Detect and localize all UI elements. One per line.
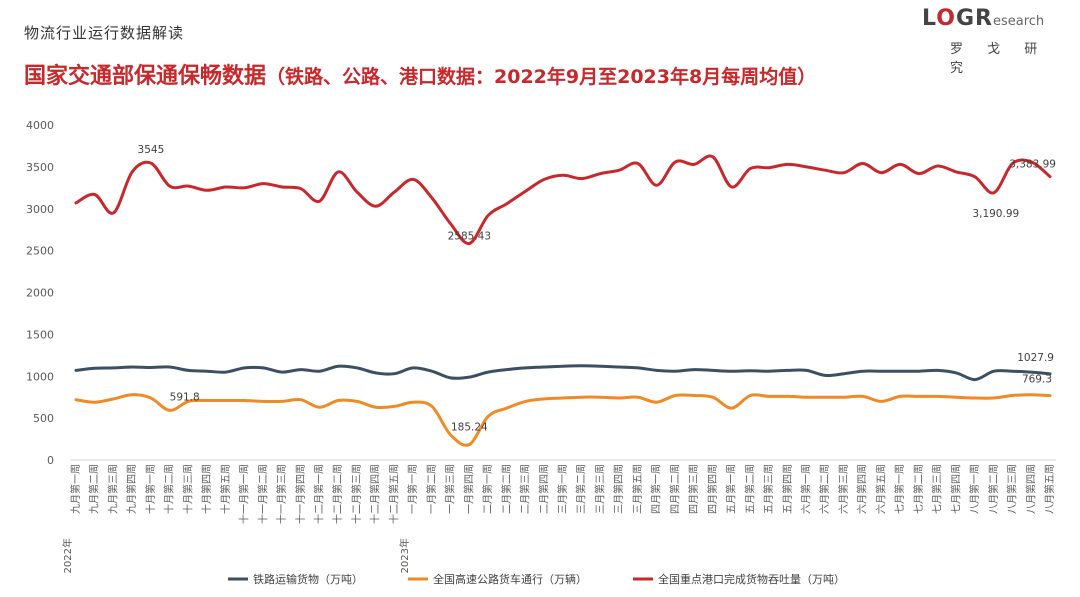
x-tick-label: 七月第一周 xyxy=(893,464,906,514)
x-tick-label: 三月第四周 xyxy=(612,464,625,514)
x-tick-label: 一月第一周 xyxy=(406,464,419,514)
y-tick-label: 1500 xyxy=(26,328,54,341)
legend-item-0: 铁路运输货物（万吨） xyxy=(228,572,363,586)
logo-letter-g: G xyxy=(955,6,975,31)
page-title: 国家交通部保通保畅数据（铁路、公路、港口数据：2022年9月至2023年8月每周… xyxy=(24,58,816,90)
data-label: 591.8 xyxy=(170,391,200,403)
logo-suffix: esearch xyxy=(992,14,1045,29)
x-tick-label: 二月第一周 xyxy=(481,464,494,514)
logo: LOGResearch 罗 戈 研 究 xyxy=(922,6,1050,76)
series-line-2 xyxy=(74,154,1052,246)
x-tick-label: 八月第四周 xyxy=(1024,464,1037,514)
y-tick-label: 500 xyxy=(33,412,54,425)
x-tick-label: 十一月第四周 xyxy=(294,464,307,524)
x-tick-label: 十月第二周 xyxy=(163,464,176,514)
x-tick-label: 六月第二周 xyxy=(818,464,831,514)
y-tick-label: 4000 xyxy=(26,119,54,132)
x-tick-label: 十一月第一周 xyxy=(238,464,251,524)
x-tick-label: 十二月第五周 xyxy=(387,464,400,524)
x-axis: 九月第一周 九月第二周 九月第三周 九月第四周 十月第一周 十月第二周 十月第三周 十月第四周… xyxy=(61,459,1056,573)
y-tick-label: 2000 xyxy=(26,287,54,300)
title-subtitle: （铁路、公路、港口数据：2022年9月至2023年8月每周均值） xyxy=(266,66,817,88)
data-label: 769.3 xyxy=(1022,374,1052,386)
x-tick-label: 九月第三周 xyxy=(106,464,119,514)
series-line-1 xyxy=(74,393,1052,447)
x-tick-label: 十月第一周 xyxy=(144,464,157,514)
data-label: 185.24 xyxy=(451,421,488,433)
data-label: 3,383.99 xyxy=(1009,159,1056,171)
x-tick-label: 四月第四周 xyxy=(706,464,719,514)
x-tick-label: 十月第三周 xyxy=(181,464,194,514)
legend-label: 全国重点港口完成货物吞吐量（万吨） xyxy=(658,572,845,586)
x-tick-label: 三月第三周 xyxy=(593,464,606,514)
x-tick-label: 七月第二周 xyxy=(912,464,925,514)
x-tick-label: 四月第三周 xyxy=(687,464,700,514)
y-tick-label: 0 xyxy=(47,454,54,467)
logo-letter-l: L xyxy=(922,6,937,31)
x-tick-label: 八月第三周 xyxy=(1006,464,1019,514)
series-line-0 xyxy=(74,364,1052,382)
x-tick-label: 九月第二周 xyxy=(88,464,101,514)
logo-target-icon: O xyxy=(936,6,956,31)
x-tick-label: 三月第五周 xyxy=(631,464,644,514)
x-tick-label: 三月第二周 xyxy=(575,464,588,514)
x-tick-label: 十一月第三周 xyxy=(275,464,288,524)
legend-item-2: 全国重点港口完成货物吞吐量（万吨） xyxy=(633,572,845,586)
x-tick-label: 六月第五周 xyxy=(874,464,887,514)
data-label: 2585.43 xyxy=(448,230,491,242)
x-tick-label: 十二月第三周 xyxy=(350,464,363,524)
x-tick-label: 八月第五周 xyxy=(1043,464,1056,514)
x-tick-label: 一月第四周 xyxy=(462,464,475,514)
x-tick-label: 二月第三周 xyxy=(519,464,532,514)
y-tick-label: 3500 xyxy=(26,161,54,174)
x-tick-label: 三月第一周 xyxy=(556,464,569,514)
y-tick-label: 1000 xyxy=(26,370,54,383)
y-axis: 0 500 1000 1500 2000 2500 3000 3500 4000 xyxy=(26,119,54,467)
legend-label: 全国高速公路货车通行（万辆） xyxy=(433,572,587,586)
x-tick-label: 五月第四周 xyxy=(781,464,794,514)
x-tick-label: 八月第一周 xyxy=(968,464,981,514)
x-tick-label: 四月第二周 xyxy=(668,464,681,514)
data-labels: 3545 2585.43 3,190.99 3,383.99 1027.9 591.8 18… xyxy=(138,144,1056,433)
x-tick-label: 二月第四周 xyxy=(537,464,550,514)
x-tick-label: 十一月第二周 xyxy=(256,464,269,524)
x-year-label: 2022年 xyxy=(61,538,74,573)
x-year-label: 2023年 xyxy=(398,538,411,573)
series-layer xyxy=(74,154,1052,447)
x-tick-label: 五月第三周 xyxy=(762,464,775,514)
legend-item-1: 全国高速公路货车通行（万辆） xyxy=(408,572,587,586)
x-tick-label: 十二月第二周 xyxy=(331,464,344,524)
x-tick-label: 十月第四周 xyxy=(200,464,213,514)
x-tick-label: 一月第三周 xyxy=(444,464,457,514)
logo-wordmark: LOGResearch xyxy=(922,6,1044,31)
x-tick-label: 六月第一周 xyxy=(800,464,813,514)
data-label: 3545 xyxy=(138,144,165,156)
y-tick-label: 3000 xyxy=(26,203,54,216)
title-main: 国家交通部保通保畅数据 xyxy=(24,64,267,89)
section-kicker: 物流行业运行数据解读 xyxy=(24,24,185,42)
x-tick-label: 六月第三周 xyxy=(837,464,850,514)
legend-label: 铁路运输货物（万吨） xyxy=(253,572,363,586)
x-tick-label: 七月第四周 xyxy=(949,464,962,514)
x-tick-label: 四月第一周 xyxy=(650,464,663,514)
x-tick-label: 五月第二周 xyxy=(743,464,756,514)
legend: 铁路运输货物（万吨） 全国高速公路货车通行（万辆） 全国重点港口完成货物吞吐量（万吨… xyxy=(228,572,845,586)
x-tick-label: 九月第一周 xyxy=(69,464,82,514)
x-tick-label: 十二月第四周 xyxy=(369,464,382,524)
x-tick-label: 六月第四周 xyxy=(856,464,869,514)
x-tick-label: 五月第一周 xyxy=(725,464,738,514)
x-tick-label: 十月第五周 xyxy=(219,464,232,514)
logo-letter-r: R xyxy=(975,6,993,31)
data-label: 1027.9 xyxy=(1017,352,1054,364)
x-tick-label: 十二月第一周 xyxy=(313,464,326,524)
logo-chinese-name: 罗 戈 研 究 xyxy=(950,42,1048,76)
x-tick-label: 九月第四周 xyxy=(125,464,138,514)
x-tick-label: 七月第三周 xyxy=(931,464,944,514)
x-tick-label: 一月第二周 xyxy=(425,464,438,514)
y-tick-label: 2500 xyxy=(26,245,54,258)
x-tick-label: 八月第二周 xyxy=(987,464,1000,514)
data-label: 3,190.99 xyxy=(972,208,1019,220)
x-tick-label: 二月第二周 xyxy=(500,464,513,514)
